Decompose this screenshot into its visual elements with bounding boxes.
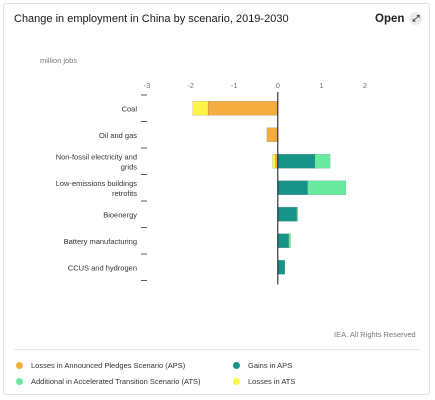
bar-segment <box>307 180 347 195</box>
category-label: grids <box>121 162 138 171</box>
category-label: Low-emissions buildings <box>56 179 138 188</box>
bar-segment <box>266 127 278 142</box>
legend-item-additional-ats[interactable]: Additional in Accelerated Transition Sce… <box>16 377 201 386</box>
legend-swatch <box>233 378 240 385</box>
x-tick-label: -1 <box>231 81 238 90</box>
bar-segment <box>277 180 308 195</box>
x-tick-label: 0 <box>276 81 280 90</box>
chart-title: Change in employment in China by scenari… <box>14 13 289 25</box>
x-tick-label: -3 <box>144 81 151 90</box>
category-label: CCUS and hydrogen <box>68 263 137 272</box>
x-tick-label: 1 <box>319 81 323 90</box>
x-tick-label: -2 <box>187 81 194 90</box>
legend-label: Additional in Accelerated Transition Sce… <box>31 377 201 386</box>
legend-item-losses-ats[interactable]: Losses in ATS <box>233 377 295 386</box>
legend-swatch <box>16 362 23 369</box>
category-label: retrofits <box>112 189 137 198</box>
bar-segment <box>277 154 316 169</box>
legend-item-gains-aps[interactable]: Gains in APS <box>233 361 292 370</box>
bar-segment <box>277 207 297 222</box>
category-label: Oil and gas <box>99 131 137 140</box>
legend-swatch <box>16 378 23 385</box>
bar-segment <box>207 101 278 116</box>
bar-segment <box>272 154 276 169</box>
chart-card <box>3 3 430 395</box>
legend-item-losses-aps[interactable]: Losses in Announced Pledges Scenario (AP… <box>16 361 185 370</box>
expand-arrow-icon: ⤢ <box>409 12 423 25</box>
bar-segment <box>277 260 285 275</box>
legend-swatch <box>233 362 240 369</box>
open-button-label: Open <box>375 12 405 25</box>
legend-divider <box>14 349 419 350</box>
bar-segment <box>192 101 209 116</box>
category-label: Non-fossil electricity and <box>56 152 137 161</box>
legend-label: Gains in APS <box>248 361 293 370</box>
category-label: Battery manufacturing <box>64 237 137 246</box>
legend-label: Losses in Announced Pledges Scenario (AP… <box>31 361 186 370</box>
bar-segment <box>296 207 299 222</box>
unit-label: million jobs <box>40 56 78 65</box>
bar-segment <box>288 233 291 248</box>
legend-label: Losses in ATS <box>248 377 296 386</box>
open-button[interactable]: Open ⤢ <box>375 12 423 25</box>
category-label: Bioenergy <box>103 210 137 219</box>
bar-segment <box>277 233 289 248</box>
category-label: Coal <box>122 104 138 113</box>
rights-notice: IEA. All Rights Reserved <box>334 330 416 339</box>
bar-segment <box>314 154 331 169</box>
x-tick-label: 2 <box>363 81 367 90</box>
